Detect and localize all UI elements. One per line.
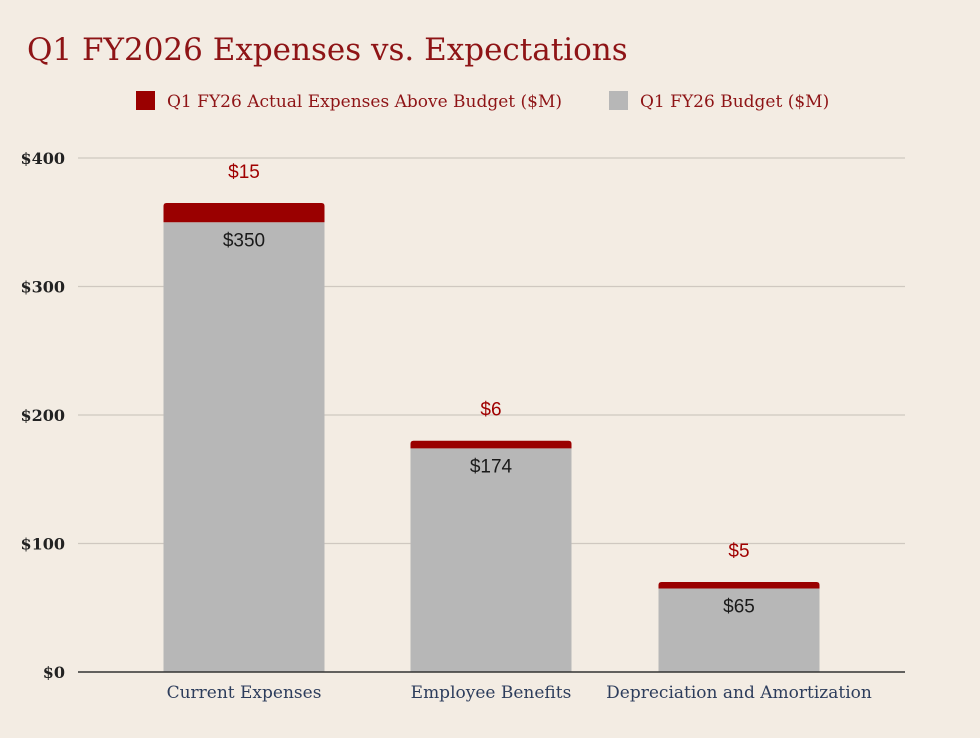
x-category-label: Current Expenses — [167, 683, 322, 703]
bars: $350 $15 $174 $6 $65 $5 — [163, 162, 820, 672]
legend-label-budget: Q1 FY26 Budget ($M) — [640, 92, 829, 112]
chart-title: Q1 FY2026 Expenses vs. Expectations — [27, 32, 628, 68]
bar-label-actual-above: $15 — [228, 162, 260, 183]
legend-swatch-actual-above — [136, 91, 155, 110]
bar-label-actual-above: $6 — [480, 400, 501, 421]
legend-label-actual-above: Q1 FY26 Actual Expenses Above Budget ($M… — [167, 92, 562, 112]
y-tick-label: $100 — [20, 535, 65, 554]
bar-budget — [410, 448, 572, 672]
bar-actual-above — [410, 440, 572, 449]
legend: Q1 FY26 Actual Expenses Above Budget ($M… — [136, 91, 829, 112]
bar-budget — [658, 588, 820, 672]
bar-actual-above — [163, 202, 325, 223]
y-tick-label: $300 — [20, 278, 65, 297]
y-tick-label: $200 — [20, 406, 65, 425]
bar-label-budget: $350 — [223, 230, 265, 251]
bar-label-budget: $65 — [723, 596, 755, 617]
y-tick-label: $400 — [20, 149, 65, 168]
bar-label-budget: $174 — [470, 456, 513, 477]
x-category-label: Depreciation and Amortization — [606, 683, 872, 703]
x-category-label: Employee Benefits — [411, 683, 572, 703]
bar-actual-above — [658, 582, 820, 589]
legend-swatch-budget — [609, 91, 628, 110]
bar-budget — [163, 222, 325, 672]
bar-label-actual-above: $5 — [728, 541, 749, 562]
x-axis: Current Expenses Employee Benefits Depreci… — [78, 671, 905, 703]
y-tick-label: $0 — [43, 663, 65, 682]
y-axis: $0 $100 $200 $300 $400 — [20, 149, 65, 682]
